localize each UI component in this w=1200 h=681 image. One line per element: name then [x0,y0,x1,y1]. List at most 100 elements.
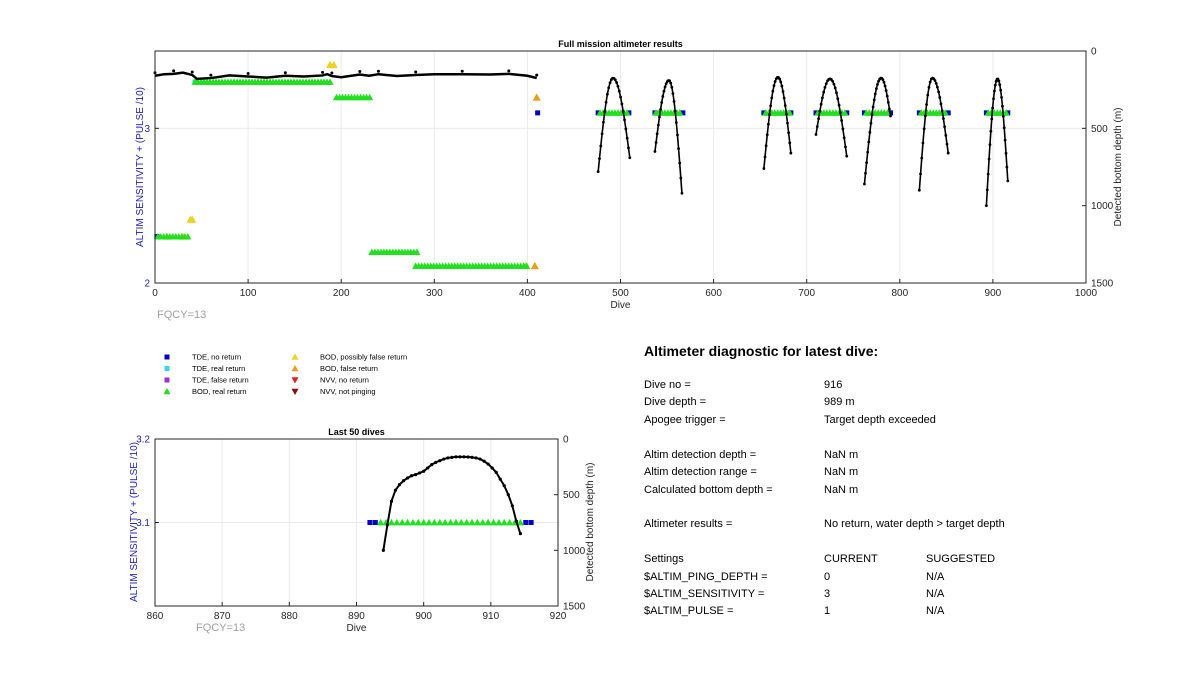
top-dive-depth-point [840,119,844,122]
top-dive-depth-point [781,90,785,93]
bottom-x-axis-label: Dive [346,623,366,634]
bottom-dive-depth-point [393,488,398,492]
top-dive-depth-point [838,111,842,114]
top-dive-depth-point [991,106,995,110]
top-shallow-depth-point [535,73,539,77]
diagnostic-title: Altimeter diagnostic for latest dive: [644,343,879,359]
bottom-dive-depth-point [462,455,466,459]
bottom-x-tick-label: 870 [214,611,231,622]
bottom-dive-depth-point [426,466,430,470]
top-dive-depth-point [926,93,930,97]
top-dive-depth-point [882,80,886,84]
top-dive-depth-point [986,172,990,176]
top-shallow-depth-point [321,70,325,74]
bottom-dive-depth-curve [382,455,522,551]
top-bod-real-return-marker [676,109,684,116]
top-dive-depth-point [863,182,866,186]
top-bod-false-return-marker [530,261,539,270]
top-dive-depth-point [987,157,991,161]
bottom-bod-real-return-marker [452,518,460,526]
top-dive-depth-point [927,86,931,89]
bottom-dive-depth-point [486,462,490,466]
top-shallow-depth-point [507,69,511,73]
top-dive-depth-point [871,105,875,109]
top-dive-depth-point [659,108,662,111]
top-dive-depth-curve [815,77,848,157]
bottom-bod-real-return-marker [436,518,444,526]
top-dive-depth-point [607,86,611,90]
top-tde-no-return-marker [535,110,541,116]
diag-label-calculated-bottom-depth: Calculated bottom depth = [644,484,773,496]
legend-marker [291,388,299,395]
top-dive-depth-point [814,133,818,136]
legend: TDE, no return TDE, real return TDE, false… [163,353,407,396]
top-dive-depth-point [869,121,873,125]
top-dive-depth-point [773,80,777,83]
bottom-bod-real-return-marker [516,518,524,526]
bottom-bod-real-return-marker [495,518,503,526]
top-dive-depth-point [821,96,824,100]
bottom-dive-depth-point [494,470,498,474]
bottom-bod-real-return-marker [414,518,422,526]
top-dive-depth-point [917,188,921,192]
top-bod-real-return-marker [623,109,631,116]
top-dive-depth-point [870,113,874,117]
top-dive-depth-point [934,81,938,85]
legend-marker [291,365,299,372]
top-bod-real-return-marker [413,248,421,255]
top-x-tick-label: 600 [705,288,722,299]
top-dive-depth-point [845,154,849,158]
top-dive-depth-point [990,117,994,121]
top-dive-depth-point [673,109,677,113]
top-bod-real-return-marker [1002,109,1010,116]
top-dive-depth-point [942,117,945,121]
top-tde-no-return-marker [680,110,686,116]
top-dive-depth-point [946,151,950,155]
top-x-tick-label: 100 [240,288,257,299]
top-dive-depth-point [654,141,658,144]
top-dive-depth-point [1001,104,1004,108]
bottom-dive-depth-point [397,483,402,487]
top-dive-depth-point [943,125,947,129]
bottom-bod-real-return-marker [457,518,465,526]
bottom-bod-real-return-marker [398,518,406,526]
setting-current-sensitivity: 3 [824,588,831,600]
bottom-dive-depth-point [401,479,406,483]
bottom-dive-depth-point [510,504,514,508]
diag-label-dive-depth: Dive depth = [644,396,707,408]
bottom-dive-depth-point [458,455,462,459]
top-bod-possibly-false-return-marker [188,215,197,223]
setting-suggested-sensitivity: N/A [926,588,945,600]
bottom-x-tick-label: 860 [147,611,164,622]
top-y-axis-label: ALTIM SENSITIVITY + (PULSE /10) [135,87,146,247]
top-dive-depth-point [844,145,847,149]
top-dive-depth-point [868,130,872,134]
top-dive-depth-point [873,92,877,96]
bottom-dive-depth-point [446,456,450,460]
top-y2-tick-label: 1000 [1091,201,1114,212]
top-dive-depth-point [998,83,1002,87]
top-dive-depth-point [876,83,879,86]
bottom-fqcy-annotation: FQCY=13 [196,622,245,634]
bottom-bod-real-return-marker [377,518,385,526]
top-shallow-depth-point [172,69,176,73]
diag-value-altim-detection-depth: NaN m [824,449,859,461]
top-dive-depth-curve [918,77,950,191]
setting-label-sensitivity: $ALTIM_SENSITIVITY = [644,588,765,600]
bottom-x-tick-label: 920 [550,611,567,622]
top-dive-depth-point [662,89,666,93]
settings-header-label: Settings [644,553,684,565]
diag-value-altimeter-results: No return, water depth > target depth [824,518,1005,530]
top-bod-real-return-marker [184,233,192,240]
bottom-x-tick-label: 880 [281,611,298,622]
bottom-y2-tick-label: 0 [563,435,569,446]
top-bod-real-return-marker [883,109,891,116]
top-dive-depth-point [937,90,940,94]
top-dive-depth-point [1000,96,1003,99]
top-x-tick-label: 300 [426,288,443,299]
bottom-bod-real-return-marker [500,518,508,526]
bottom-bod-real-return-marker [420,518,428,526]
top-dive-depth-point [763,155,767,159]
top-dive-depth-curve [654,79,683,194]
bottom-tde-no-return-marker [372,520,378,525]
